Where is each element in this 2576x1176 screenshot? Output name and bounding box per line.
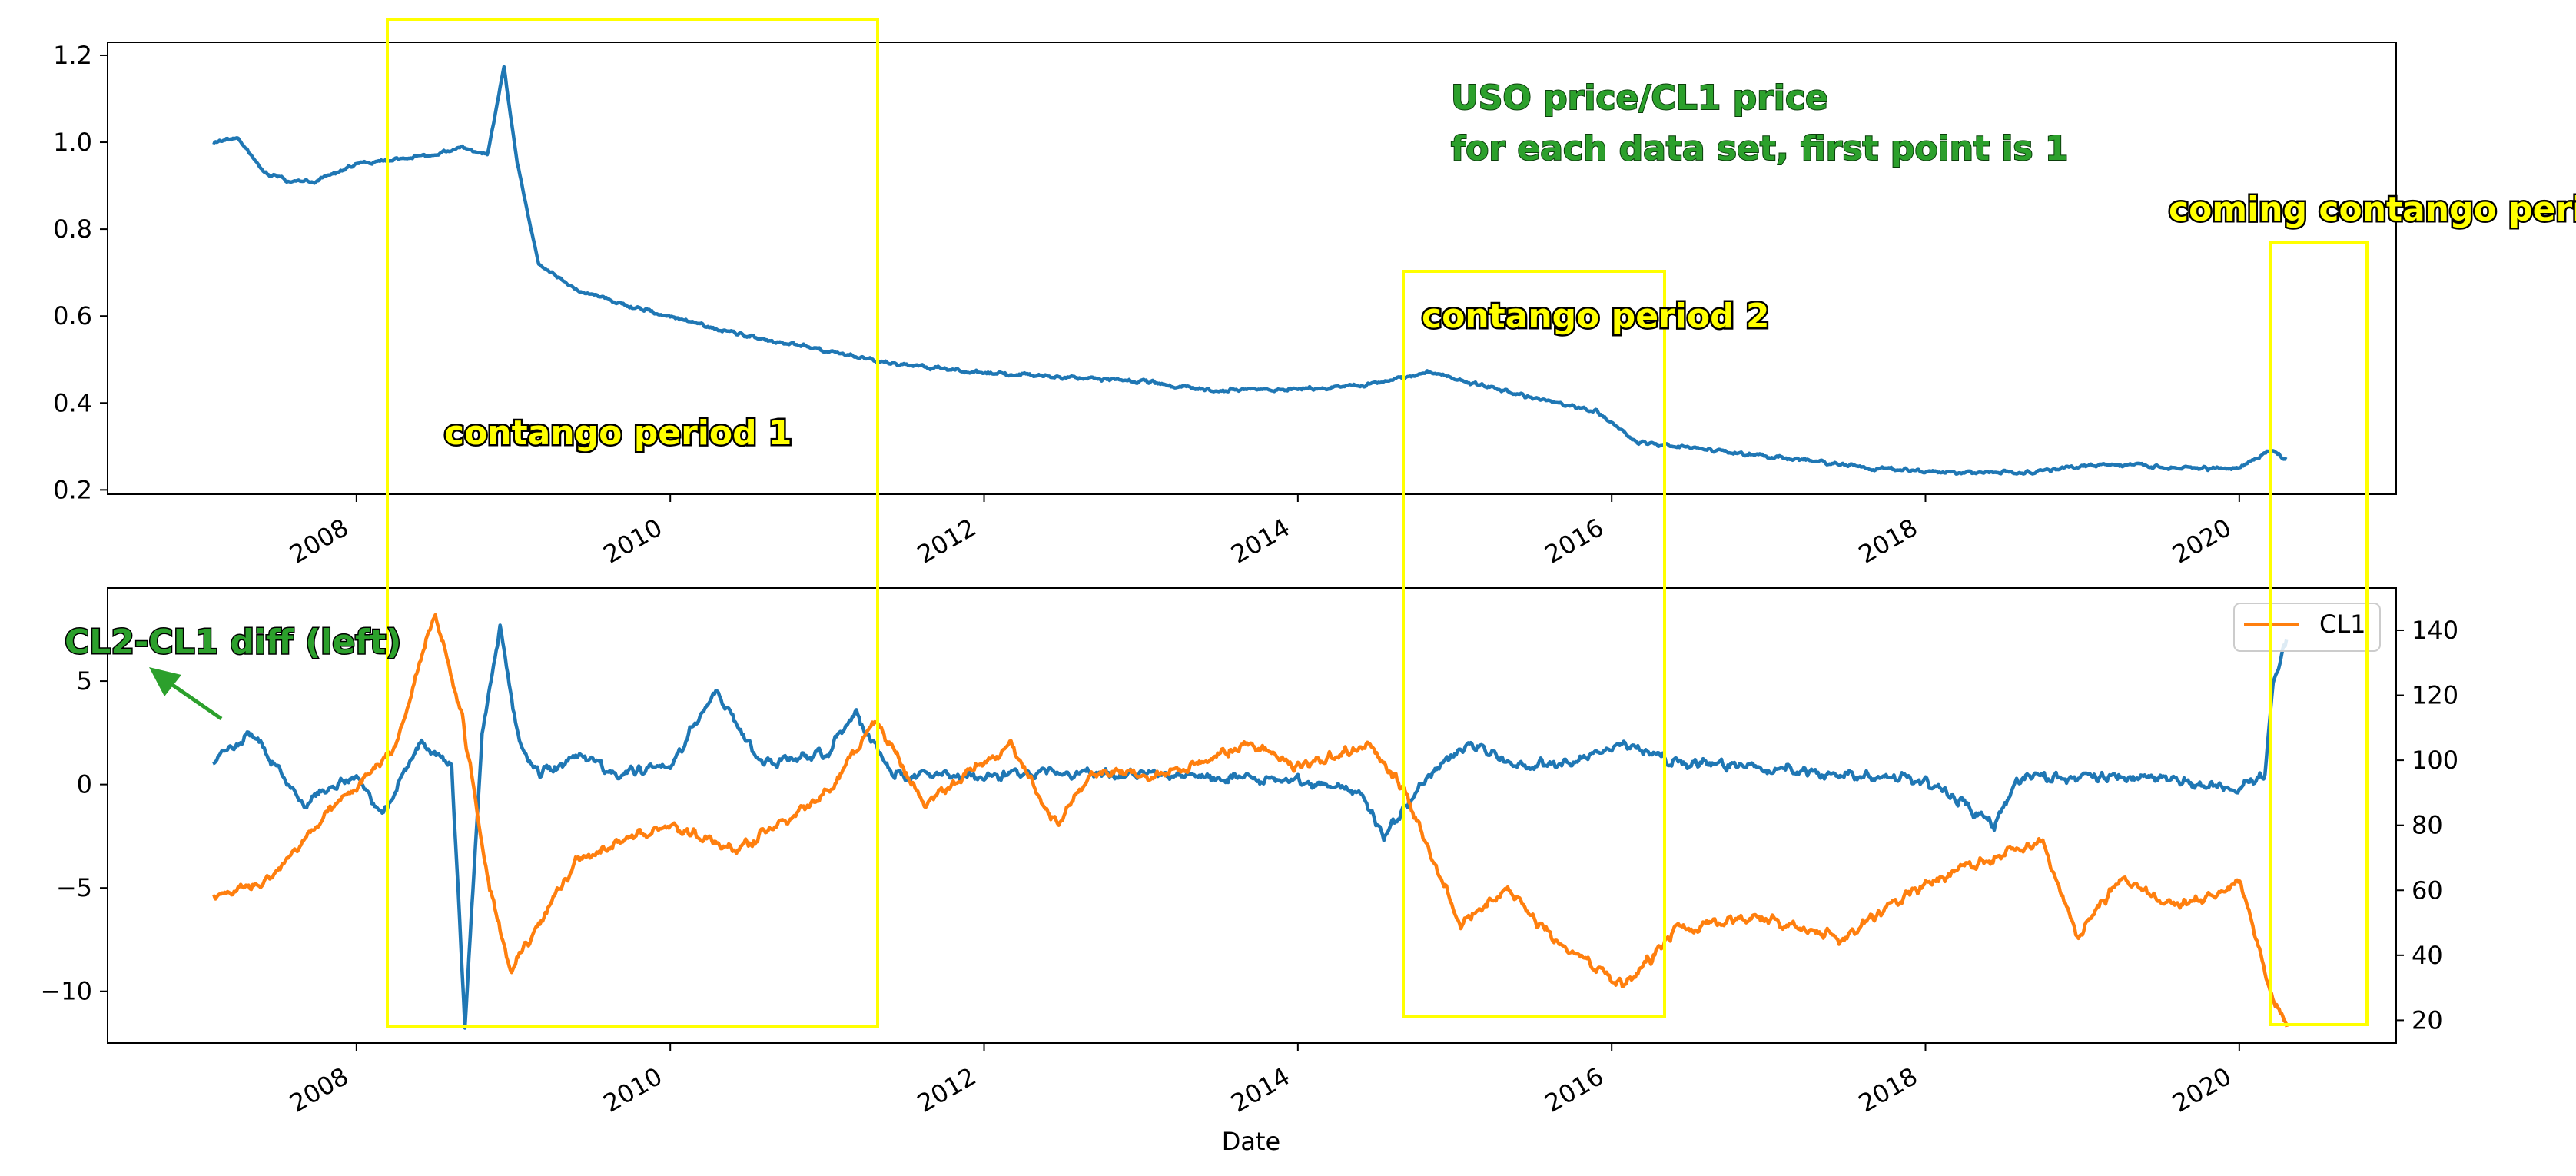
coming-contango-period-label: coming contango period [2169, 190, 2576, 229]
legend: CL1 [2233, 603, 2381, 652]
contango-period-1-label: contango period 1 [444, 414, 792, 453]
bottom-right-y-tick-label: 140 [2412, 616, 2458, 645]
top-y-tick-label: 0.6 [53, 301, 92, 331]
bottom-left-y-tick-label: −5 [56, 873, 92, 902]
bottom-right-y-tick-label: 20 [2412, 1005, 2443, 1035]
bottom-right-y-tick-label: 40 [2412, 941, 2443, 970]
bottom-right-y-tick-label: 120 [2412, 681, 2458, 710]
contango-period-1-box [386, 18, 879, 1028]
bottom-right-y-tick-label: 80 [2412, 811, 2443, 840]
top-series-lines [212, 65, 2288, 476]
top-y-tick-label: 0.8 [53, 214, 92, 244]
bottom-right-y-ticks: 20 40 60 80 100 120 140 [2396, 616, 2458, 1035]
top-axes-frame [107, 42, 2397, 495]
coming-contango-period-box [2269, 241, 2369, 1026]
bottom-left-y-ticks: −10 −5 0 5 [40, 666, 108, 1006]
top-y-tick-label: 0.4 [53, 388, 92, 417]
cl2-cl1-diff-series-line [211, 623, 2289, 1030]
bottom-left-y-tick-label: 5 [77, 666, 92, 696]
top-y-tick-label: 1.0 [53, 128, 92, 157]
uso-ratio-annotation-line-2: for each data set, first point is 1 [1451, 129, 2069, 168]
top-y-tick-label: 1.2 [53, 41, 92, 70]
bottom-right-y-tick-label: 100 [2412, 746, 2458, 775]
legend-cl1-label: CL1 [2319, 610, 2366, 639]
bottom-series-lines [211, 613, 2289, 1030]
contango-period-2-box [1402, 270, 1666, 1018]
cl2-cl1-diff-annotation: CL2-CL1 diff (left) [65, 623, 401, 662]
bottom-right-y-tick-label: 60 [2412, 875, 2443, 905]
bottom-left-y-tick-label: −10 [40, 977, 92, 1006]
contango-period-2-label: contango period 2 [1422, 297, 1770, 336]
top-y-tick-label: 0.2 [53, 475, 92, 504]
annotation-arrow-icon [149, 667, 223, 721]
bottom-left-y-tick-label: 0 [77, 770, 92, 799]
top-y-ticks: 0.2 0.4 0.6 0.8 1.0 1.2 [53, 41, 108, 504]
bottom-axes-frame [107, 587, 2397, 1044]
uso-ratio-annotation-line-1: USO price/CL1 price [1451, 78, 1828, 118]
cl1-series-line [211, 613, 2289, 1028]
bottom-x-axis-label: Date [1222, 1127, 1280, 1156]
top-series-line [212, 65, 2288, 476]
